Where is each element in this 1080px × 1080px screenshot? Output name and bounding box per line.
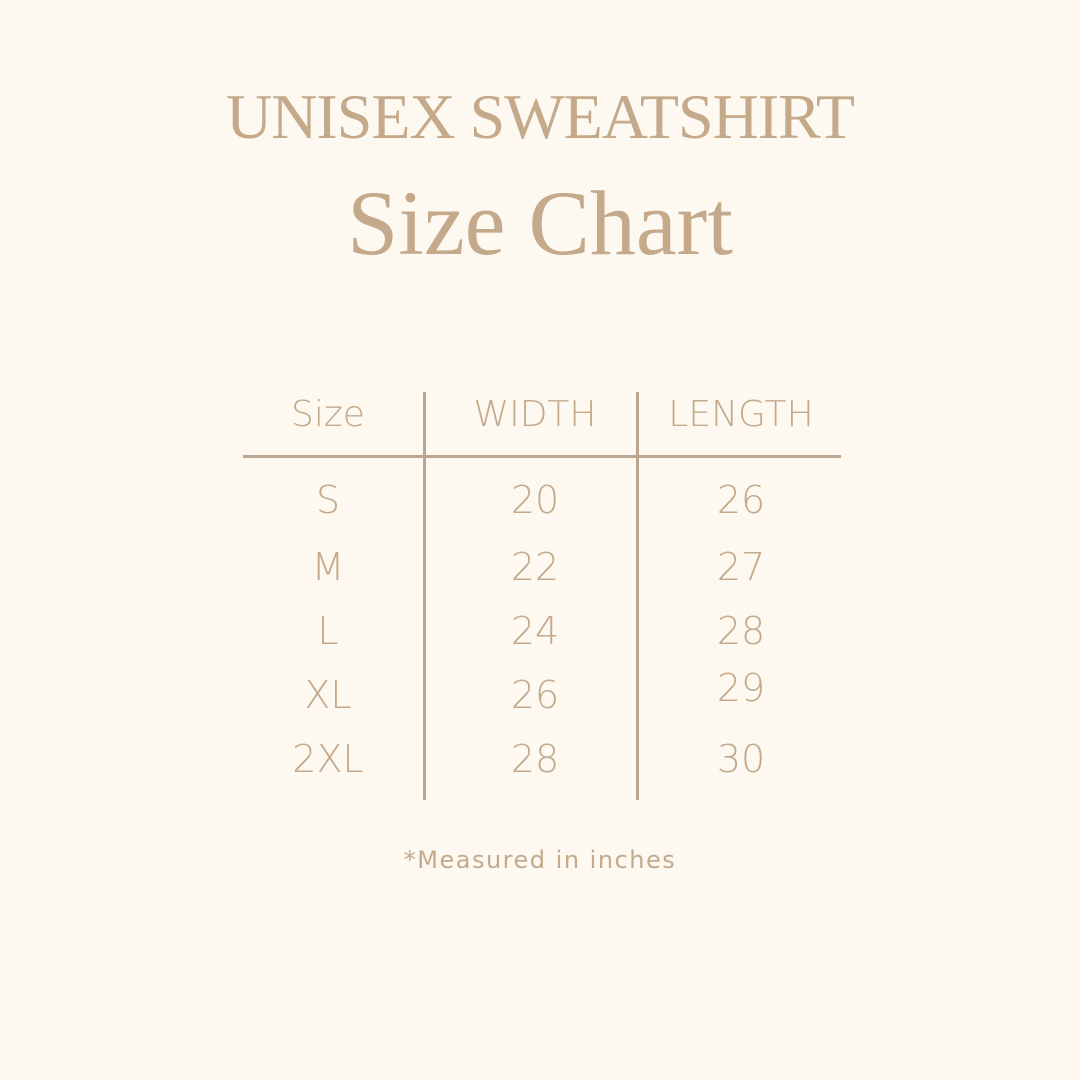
header-divider (243, 455, 841, 458)
row-s-width: 20 (510, 478, 560, 522)
header-width: WIDTH (473, 394, 597, 435)
header-length: LENGTH (668, 394, 814, 435)
header-size: Size (291, 394, 365, 435)
row-xl-length: 29 (716, 666, 766, 710)
row-2xl-width: 28 (510, 737, 560, 781)
row-s-size: S (315, 478, 341, 522)
row-m-length: 27 (716, 545, 766, 589)
row-2xl-size: 2XL (292, 737, 364, 781)
row-l-width: 24 (510, 609, 560, 653)
column-divider-1 (423, 392, 426, 800)
footnote: *Measured in inches (403, 846, 677, 874)
row-m-size: M (311, 545, 345, 589)
row-s-length: 26 (716, 478, 766, 522)
row-2xl-length: 30 (716, 737, 766, 781)
row-l-length: 28 (716, 609, 766, 653)
row-m-width: 22 (510, 545, 560, 589)
title-line-1: UNISEX SWEATSHIRT (225, 81, 855, 152)
row-xl-width: 26 (510, 673, 560, 717)
row-l-size: L (317, 609, 339, 653)
column-divider-2 (636, 392, 639, 800)
row-xl-size: XL (304, 673, 352, 717)
title-line-2: Size Chart (347, 172, 733, 274)
